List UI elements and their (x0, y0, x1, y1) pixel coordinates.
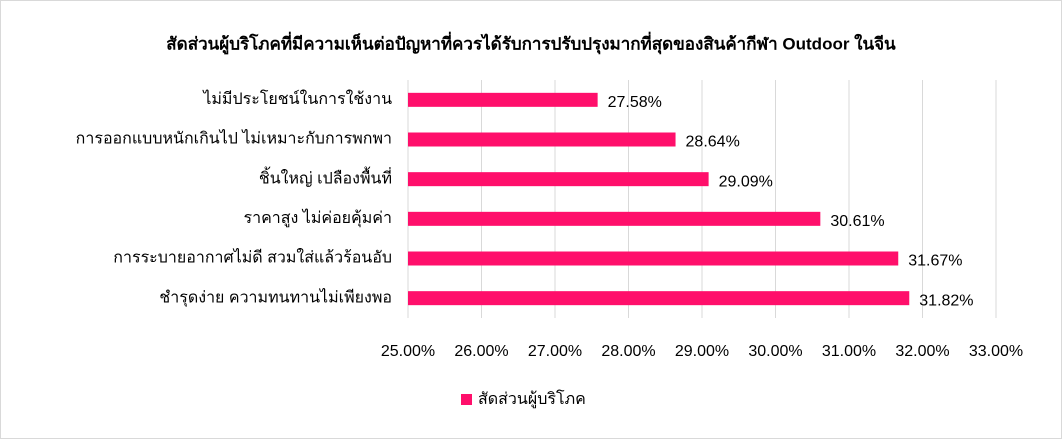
x-tick-label: 30.00% (748, 343, 802, 360)
data-label: 27.58% (608, 94, 662, 111)
data-label: 31.82% (919, 292, 973, 309)
bar (408, 251, 899, 266)
y-tick-label: ไม่มีประโยชน์ในการใช้งาน (201, 89, 392, 108)
y-tick-label: ชิ้นใหญ่ เปลืองพื้นที่ (259, 166, 392, 187)
y-tick-label: ชำรุดง่าย ความทนทานไม่เพียงพอ (159, 287, 392, 307)
x-tick-label: 31.00% (822, 343, 876, 360)
x-tick-label: 27.00% (528, 343, 582, 360)
y-tick-label: การออกแบบหนักเกินไป ไม่เหมาะกับการพกพา (76, 129, 392, 148)
data-label: 31.67% (908, 253, 962, 270)
y-tick-label: ราคาสูง ไม่ค่อยคุ้มค่า (243, 208, 392, 228)
bar (408, 172, 709, 187)
bar (408, 291, 910, 306)
x-tick-label: 28.00% (601, 343, 655, 360)
bar (408, 211, 821, 226)
data-label: 29.09% (719, 173, 773, 190)
data-label: 28.64% (686, 134, 740, 151)
x-tick-label: 33.00% (969, 343, 1023, 360)
x-tick-label: 32.00% (895, 343, 949, 360)
legend-label: สัดส่วนผู้บริโภค (478, 389, 586, 409)
y-tick-label: การระบายอากาศไม่ดี สวมใส่แล้วร้อนอับ (113, 248, 392, 267)
legend-swatch (461, 394, 472, 405)
x-tick-label: 25.00% (381, 343, 435, 360)
bar (408, 132, 676, 147)
bar (408, 92, 598, 107)
x-tick-label: 29.00% (675, 343, 729, 360)
x-tick-label: 26.00% (454, 343, 508, 360)
chart-title: สัดส่วนผู้บริโภคที่มีความเห็นต่อปัญหาที่… (166, 31, 896, 55)
data-label: 30.61% (830, 213, 884, 230)
